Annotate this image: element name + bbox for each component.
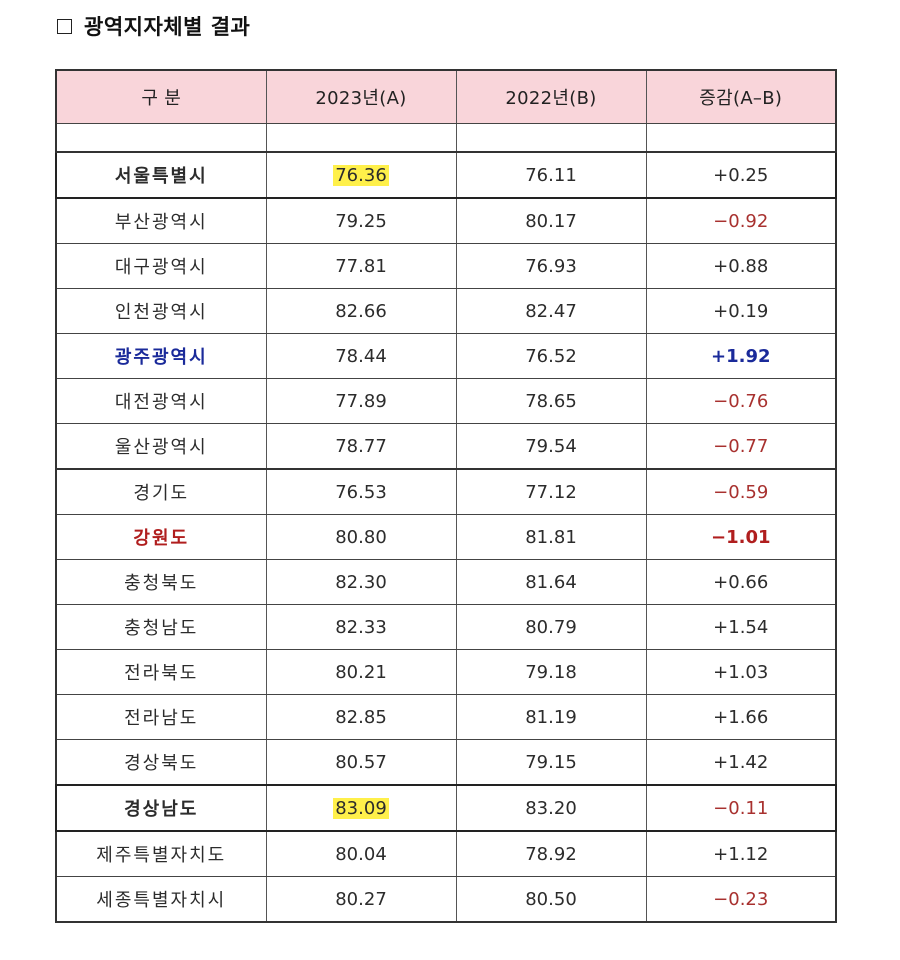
value-2022: 77.12 xyxy=(455,469,647,515)
value-2022: 80.17 xyxy=(455,198,647,244)
highlighted-value: 76.36 xyxy=(333,164,389,186)
region-name: 세종특별자치시 xyxy=(55,876,267,923)
table-row: 경상북도 80.57 79.15 +1.42 xyxy=(55,739,837,786)
value-diff: +0.19 xyxy=(645,288,837,334)
value-2023: 82.85 xyxy=(265,694,457,740)
table-row: 대전광역시 77.89 78.65 −0.76 xyxy=(55,378,837,424)
value-diff: +1.42 xyxy=(645,739,837,786)
table-body: 서울특별시 76.36 76.11 +0.25 부산광역시 79.25 80.1… xyxy=(55,151,837,923)
value-2022: 81.19 xyxy=(455,694,647,740)
region-name: 경기도 xyxy=(55,469,267,515)
table-row: 전라남도 82.85 81.19 +1.66 xyxy=(55,694,837,740)
region-name: 부산광역시 xyxy=(55,198,267,244)
table-row: 세종특별자치시 80.27 80.50 −0.23 xyxy=(55,876,837,923)
value-2022: 81.81 xyxy=(455,514,647,560)
value-diff: −0.92 xyxy=(645,198,837,244)
value-diff: −0.76 xyxy=(645,378,837,424)
value-2023: 82.30 xyxy=(265,559,457,605)
value-2023: 78.77 xyxy=(265,423,457,470)
value-2022: 80.50 xyxy=(455,876,647,923)
table-row: 부산광역시 79.25 80.17 −0.92 xyxy=(55,198,837,244)
section-heading: 광역지자체별 결과 xyxy=(57,11,250,41)
results-table: 구 분 2023년(A) 2022년(B) 증감(A–B) 서울특별시 76.3… xyxy=(55,69,837,923)
table-row: 경상남도 83.09 83.20 −0.11 xyxy=(55,784,837,832)
spacer-row xyxy=(55,123,837,153)
value-diff: +1.66 xyxy=(645,694,837,740)
value-diff: +1.03 xyxy=(645,649,837,695)
value-2022: 76.11 xyxy=(455,151,647,199)
region-name: 제주특별자치도 xyxy=(55,831,267,877)
value-diff: +1.54 xyxy=(645,604,837,650)
region-name: 인천광역시 xyxy=(55,288,267,334)
value-diff: −1.01 xyxy=(645,514,837,560)
value-diff: −0.59 xyxy=(645,469,837,515)
value-2022: 76.52 xyxy=(455,333,647,379)
table-row: 충청북도 82.30 81.64 +0.66 xyxy=(55,559,837,605)
table-row: 충청남도 82.33 80.79 +1.54 xyxy=(55,604,837,650)
value-2022: 82.47 xyxy=(455,288,647,334)
table-row: 울산광역시 78.77 79.54 −0.77 xyxy=(55,423,837,470)
table-row: 대구광역시 77.81 76.93 +0.88 xyxy=(55,243,837,289)
value-2023: 80.21 xyxy=(265,649,457,695)
region-name: 전라북도 xyxy=(55,649,267,695)
table-row: 강원도 80.80 81.81 −1.01 xyxy=(55,514,837,560)
value-2022: 79.18 xyxy=(455,649,647,695)
value-2023: 80.27 xyxy=(265,876,457,923)
value-2023: 83.09 xyxy=(265,784,457,832)
table-row: 서울특별시 76.36 76.11 +0.25 xyxy=(55,151,837,199)
value-2023: 80.80 xyxy=(265,514,457,560)
table-row: 광주광역시 78.44 76.52 +1.92 xyxy=(55,333,837,379)
value-2022: 79.15 xyxy=(455,739,647,786)
value-2023: 79.25 xyxy=(265,198,457,244)
region-name: 경상북도 xyxy=(55,739,267,786)
region-name: 대전광역시 xyxy=(55,378,267,424)
value-2023: 80.04 xyxy=(265,831,457,877)
region-name: 울산광역시 xyxy=(55,423,267,470)
region-name: 충청북도 xyxy=(55,559,267,605)
region-name: 전라남도 xyxy=(55,694,267,740)
table-row: 경기도 76.53 77.12 −0.59 xyxy=(55,469,837,515)
checkbox-square-icon xyxy=(57,18,72,34)
region-name: 경상남도 xyxy=(55,784,267,832)
region-name: 서울특별시 xyxy=(55,151,267,199)
region-name: 강원도 xyxy=(55,514,267,560)
value-diff: −0.77 xyxy=(645,423,837,470)
value-2023: 76.36 xyxy=(265,151,457,199)
value-2023: 82.33 xyxy=(265,604,457,650)
value-2023: 80.57 xyxy=(265,739,457,786)
value-2022: 76.93 xyxy=(455,243,647,289)
value-2022: 79.54 xyxy=(455,423,647,470)
value-2022: 83.20 xyxy=(455,784,647,832)
header-2023: 2023년(A) xyxy=(265,70,457,124)
value-2022: 78.92 xyxy=(455,831,647,877)
region-name: 충청남도 xyxy=(55,604,267,650)
header-diff: 증감(A–B) xyxy=(645,70,837,124)
header-2022: 2022년(B) xyxy=(455,70,647,124)
header-category: 구 분 xyxy=(55,70,267,124)
region-name: 대구광역시 xyxy=(55,243,267,289)
table-header-row: 구 분 2023년(A) 2022년(B) 증감(A–B) xyxy=(55,70,837,124)
table-row: 인천광역시 82.66 82.47 +0.19 xyxy=(55,288,837,334)
region-name: 광주광역시 xyxy=(55,333,267,379)
highlighted-value: 83.09 xyxy=(333,797,389,819)
value-2023: 82.66 xyxy=(265,288,457,334)
value-2022: 81.64 xyxy=(455,559,647,605)
value-diff: +0.88 xyxy=(645,243,837,289)
value-2022: 78.65 xyxy=(455,378,647,424)
value-diff: +0.66 xyxy=(645,559,837,605)
table-row: 전라북도 80.21 79.18 +1.03 xyxy=(55,649,837,695)
value-diff: −0.23 xyxy=(645,876,837,923)
table-row: 제주특별자치도 80.04 78.92 +1.12 xyxy=(55,831,837,877)
value-diff: +0.25 xyxy=(645,151,837,199)
value-2023: 77.89 xyxy=(265,378,457,424)
value-2023: 77.81 xyxy=(265,243,457,289)
value-2023: 76.53 xyxy=(265,469,457,515)
value-diff: −0.11 xyxy=(645,784,837,832)
section-title: 광역지자체별 결과 xyxy=(84,15,251,39)
value-diff: +1.92 xyxy=(645,333,837,379)
value-2022: 80.79 xyxy=(455,604,647,650)
value-diff: +1.12 xyxy=(645,831,837,877)
value-2023: 78.44 xyxy=(265,333,457,379)
